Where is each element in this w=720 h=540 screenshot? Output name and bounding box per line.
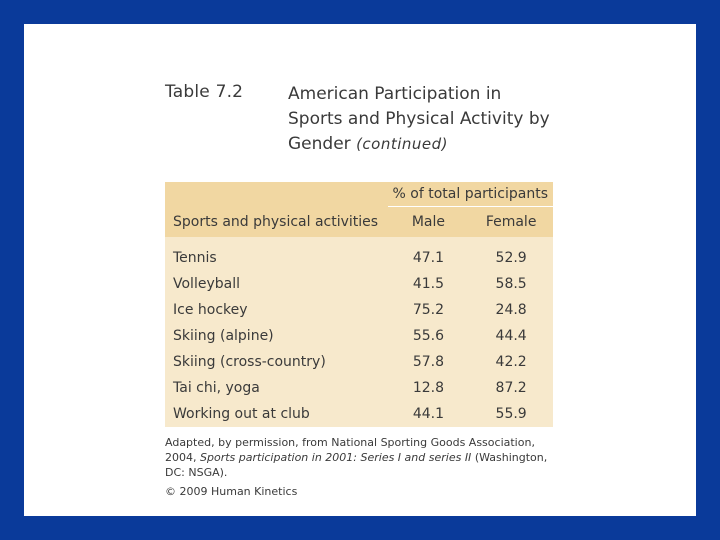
table-title-main: American Participation in Sports and Phy… (288, 84, 550, 154)
cell-activity: Skiing (cross-country) (173, 354, 326, 370)
table-header-row-2: Sports and physical activities Male Fema… (165, 206, 553, 237)
cell-female: 87.2 (495, 380, 527, 396)
table-header-row-1: % of total participants (165, 182, 553, 207)
cell-activity: Tennis (173, 250, 217, 266)
source-title: Sports participation in 2001: Series I a… (200, 451, 472, 464)
table-row: Volleyball 41.5 58.5 (165, 271, 553, 297)
table-caption: Table 7.2 American Participation in Spor… (165, 82, 555, 182)
slide: Table 7.2 American Participation in Spor… (24, 24, 696, 516)
table-number: Table 7.2 (165, 82, 244, 102)
header-activity: Sports and physical activities (165, 206, 388, 237)
participation-table: % of total participants Sports and physi… (165, 182, 553, 427)
cell-activity: Skiing (alpine) (173, 328, 274, 344)
header-female: Female (469, 206, 553, 237)
table-row: Ice hockey 75.2 24.8 (165, 297, 553, 323)
cell-male: 47.1 (412, 250, 444, 266)
table-row: Working out at club 44.1 55.9 (165, 401, 553, 427)
cell-female: 52.9 (495, 250, 527, 266)
table-row: Skiing (cross-country) 57.8 42.2 (165, 349, 553, 375)
header-male: Male (387, 206, 470, 237)
cell-male: 44.1 (412, 406, 444, 422)
table-figure: Table 7.2 American Participation in Spor… (165, 82, 555, 498)
cell-female: 58.5 (495, 276, 527, 292)
table-source-note: Adapted, by permission, from National Sp… (165, 435, 557, 480)
header-percent-total: % of total participants (387, 182, 553, 207)
cell-male: 12.8 (412, 380, 444, 396)
source-prefix: Adapted, by permission, from National Sp… (165, 436, 535, 464)
table-row: Tennis 47.1 52.9 (165, 245, 553, 271)
source-suffix: (Washington, DC: NSGA). (165, 451, 548, 479)
cell-female: 55.9 (495, 406, 527, 422)
cell-activity: Tai chi, yoga (173, 380, 260, 396)
cell-activity: Working out at club (173, 406, 310, 422)
cell-male: 75.2 (412, 302, 444, 318)
cell-male: 57.8 (412, 354, 444, 370)
cell-female: 42.2 (495, 354, 527, 370)
table-title: American Participation in Sports and Phy… (288, 82, 558, 157)
cell-male: 55.6 (412, 328, 444, 344)
cell-activity: Ice hockey (173, 302, 248, 318)
table-row: Tai chi, yoga 12.8 87.2 (165, 375, 553, 401)
copyright: © 2009 Human Kinetics (165, 485, 298, 498)
table-row: Skiing (alpine) 55.6 44.4 (165, 323, 553, 349)
cell-female: 24.8 (495, 302, 527, 318)
cell-activity: Volleyball (173, 276, 240, 292)
table-title-continued: (continued) (356, 135, 449, 153)
cell-male: 41.5 (412, 276, 444, 292)
cell-female: 44.4 (495, 328, 527, 344)
